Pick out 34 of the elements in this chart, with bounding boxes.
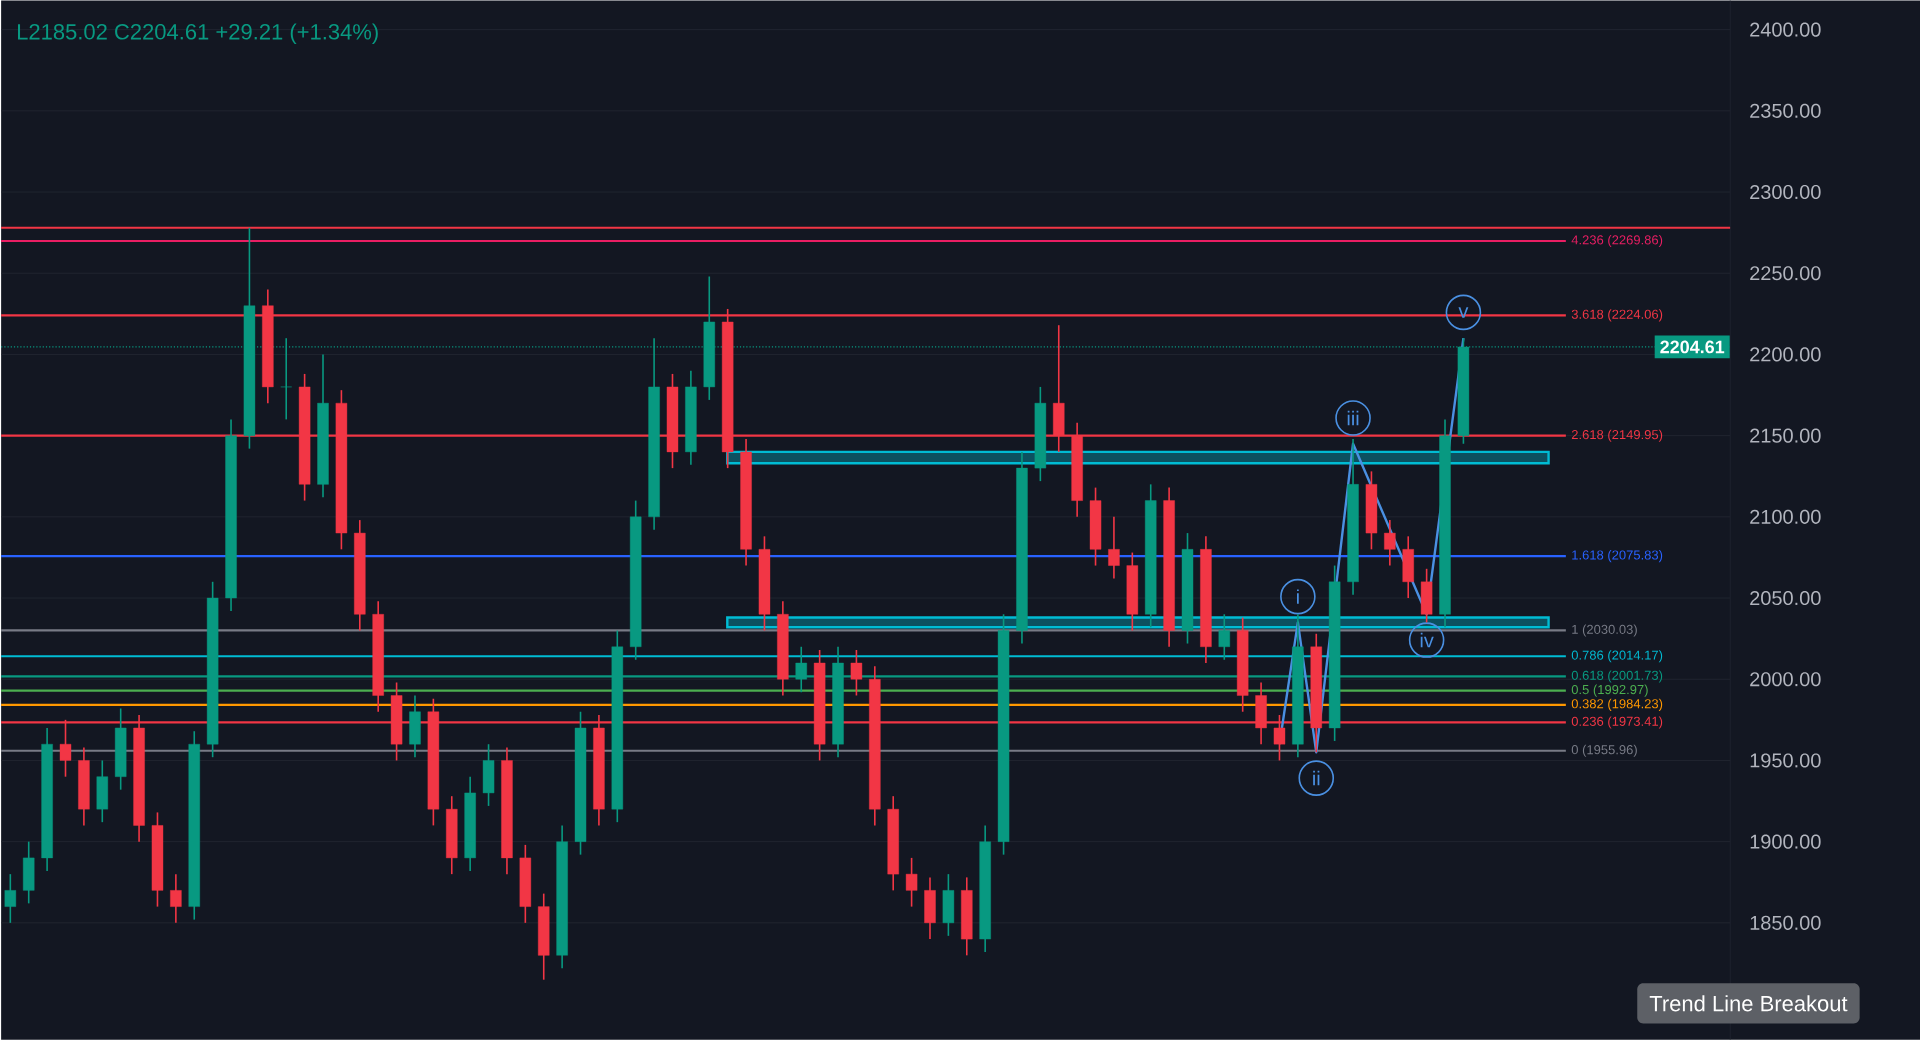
y-tick-label: 2000.00 bbox=[1750, 672, 1821, 687]
y-tick-label: 2400.00 bbox=[1750, 22, 1821, 37]
y-tick-label: 2150.00 bbox=[1750, 428, 1821, 443]
ref-line-label: 2204.61 bbox=[1660, 340, 1725, 354]
candlestick bbox=[23, 840, 35, 905]
y-tick-label: 2050.00 bbox=[1750, 590, 1821, 606]
candlestick bbox=[850, 649, 863, 697]
candlestick bbox=[942, 873, 955, 937]
data-label: i bbox=[1296, 589, 1299, 604]
y-tick-label: 1850.00 bbox=[1750, 915, 1821, 930]
candlestick bbox=[924, 876, 936, 940]
candlestick bbox=[1402, 535, 1414, 599]
candlestick bbox=[96, 759, 109, 823]
data-label: iv bbox=[1420, 632, 1434, 648]
y-tick-label: 1950.00 bbox=[1750, 753, 1821, 768]
y-tick-label: 2100.00 bbox=[1750, 509, 1821, 524]
candlestick bbox=[482, 743, 495, 807]
annotation: Trend Line Breakout bbox=[1649, 995, 1848, 1012]
candlestick bbox=[905, 857, 918, 908]
y-tick-label: 1900.00 bbox=[1750, 834, 1821, 849]
candlestick bbox=[1384, 519, 1396, 567]
data-label: ii bbox=[1313, 770, 1320, 786]
candlestick bbox=[1420, 567, 1433, 624]
y-tick-label: 2350.00 bbox=[1750, 103, 1821, 118]
candlestick bbox=[4, 873, 17, 924]
text: L2185.02 C2204.61 +29.21 (+1.34%) bbox=[18, 23, 378, 44]
data-label: iii bbox=[1347, 410, 1359, 426]
candlestick bbox=[170, 873, 182, 924]
y-tick-label: 2250.00 bbox=[1750, 266, 1821, 281]
candlestick bbox=[1108, 515, 1120, 580]
y-tick-label: 2300.00 bbox=[1750, 184, 1821, 200]
y-tick-label: 2200.00 bbox=[1750, 347, 1821, 362]
candlestick bbox=[409, 694, 421, 758]
candlestick bbox=[1218, 613, 1231, 661]
